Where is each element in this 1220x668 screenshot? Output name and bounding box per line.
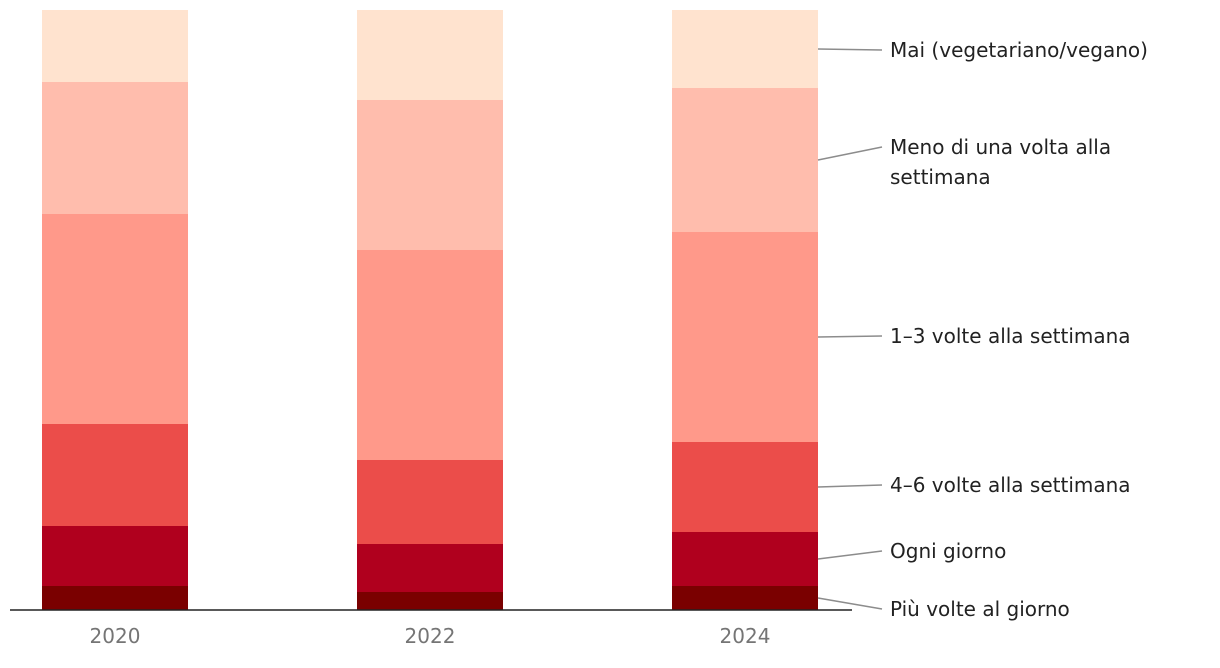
bar-segment-2022-piu-volte-al-giorno	[357, 592, 503, 610]
legend-label-4-6-volte-alla-settimana: 4–6 volte alla settimana	[890, 473, 1131, 497]
bar-segment-2024-ogni-giorno	[672, 532, 818, 586]
x-tick-label-2024: 2024	[720, 624, 771, 648]
legend: Più volte al giorno Ogni giorno 4–6 volte …	[817, 38, 1148, 621]
x-tick-label-2022: 2022	[405, 624, 456, 648]
bar-segment-2024-1-3-volte-alla-settimana	[672, 232, 818, 442]
bar-segment-2024-mai-vegetariano-vegano	[672, 10, 818, 88]
bar-segment-2020-piu-volte-al-giorno	[42, 586, 188, 610]
bar-segment-2020-1-3-volte-alla-settimana	[42, 214, 188, 424]
bar-segment-2020-4-6-volte-alla-settimana	[42, 424, 188, 526]
legend-label-1-3-volte-alla-settimana: 1–3 volte alla settimana	[890, 324, 1131, 348]
bar-segment-2022-mai-vegetariano-vegano	[357, 10, 503, 100]
bar-segment-2022-4-6-volte-alla-settimana	[357, 460, 503, 544]
legend-label-ogni-giorno: Ogni giorno	[890, 539, 1006, 563]
bar-segment-2024-meno-di-una-volta-alla-settimana	[672, 88, 818, 232]
bar-segment-2024-piu-volte-al-giorno	[672, 586, 818, 610]
bar-segment-2020-ogni-giorno	[42, 526, 188, 586]
legend-leader-meno-di-una-volta-alla-settimana	[817, 146, 883, 161]
legend-label-piu-volte-al-giorno: Più volte al giorno	[890, 597, 1070, 621]
x-tick-label-2020: 2020	[90, 624, 141, 648]
legend-label-line: Ogni giorno	[890, 539, 1006, 563]
bar-segment-2020-meno-di-una-volta-alla-settimana	[42, 82, 188, 214]
legend-label-meno-di-una-volta-alla-settimana: Meno di una volta alla settimana	[890, 135, 1111, 189]
bar-segment-2024-4-6-volte-alla-settimana	[672, 442, 818, 532]
bar-segment-2022-1-3-volte-alla-settimana	[357, 250, 503, 460]
bar-segment-2022-meno-di-una-volta-alla-settimana	[357, 100, 503, 250]
legend-label-line: 4–6 volte alla settimana	[890, 473, 1131, 497]
bar-segment-2020-mai-vegetariano-vegano	[42, 10, 188, 82]
legend-label-line: Meno di una volta alla	[890, 135, 1111, 159]
legend-leader-1-3-volte-alla-settimana	[817, 335, 883, 338]
legend-leader-piu-volte-al-giorno	[817, 597, 883, 610]
legend-label-line: Mai (vegetariano/vegano)	[890, 38, 1148, 62]
legend-label-line: settimana	[890, 165, 991, 189]
legend-leader-ogni-giorno	[817, 550, 883, 560]
legend-leader-4-6-volte-alla-settimana	[817, 484, 883, 488]
legend-leader-mai-vegetariano-vegano	[817, 48, 883, 51]
bar-segment-2022-ogni-giorno	[357, 544, 503, 592]
legend-label-mai-vegetariano-vegano: Mai (vegetariano/vegano)	[890, 38, 1148, 62]
bars-group	[42, 10, 818, 610]
x-tick-labels: 2020 2022 2024	[90, 624, 771, 648]
legend-label-line: Più volte al giorno	[890, 597, 1070, 621]
legend-label-line: 1–3 volte alla settimana	[890, 324, 1131, 348]
